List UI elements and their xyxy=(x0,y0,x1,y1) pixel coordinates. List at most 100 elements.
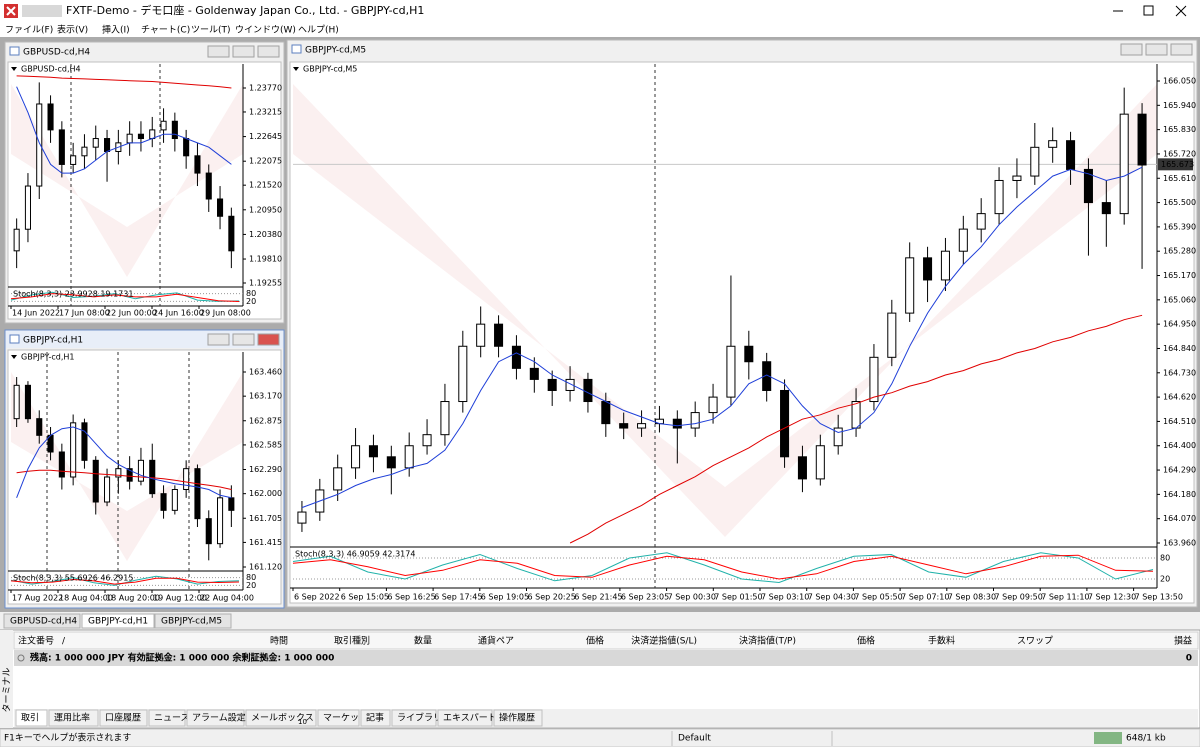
terminal-tab[interactable] xyxy=(148,709,186,727)
candle-body xyxy=(1083,168,1093,204)
window-button[interactable] xyxy=(257,333,280,346)
terminal-tab[interactable] xyxy=(391,709,437,727)
menu-item[interactable]: チャート(C) xyxy=(141,25,190,36)
y-tick-label: 165.500 xyxy=(1163,198,1196,207)
y-tick-label: 1.23770 xyxy=(249,84,282,93)
mailbox-count: 10 xyxy=(298,718,307,726)
window-button[interactable] xyxy=(232,333,255,346)
y-tick-label: 165.280 xyxy=(1163,247,1196,256)
column-header[interactable]: 価格 xyxy=(586,635,604,647)
column-header[interactable]: スワップ xyxy=(1017,636,1053,647)
window-button[interactable] xyxy=(207,333,230,346)
terminal-tab[interactable] xyxy=(493,709,543,727)
candle-body xyxy=(851,401,861,429)
y-tick-label: 1.23215 xyxy=(249,107,282,116)
terminal-tab[interactable] xyxy=(437,709,493,727)
terminal-side xyxy=(0,630,13,728)
moving-average xyxy=(16,426,232,499)
stoch-line xyxy=(292,554,1154,580)
bid-label: 165.673 xyxy=(1161,160,1194,169)
candle-body xyxy=(386,456,396,469)
candle-body xyxy=(511,345,521,369)
candle-body xyxy=(92,138,99,148)
column-header[interactable]: 数量 xyxy=(414,635,432,647)
column-header[interactable]: 価格 xyxy=(857,635,875,647)
terminal-tab[interactable] xyxy=(48,709,99,727)
x-tick-label: 29 Jun 08:00 xyxy=(200,309,251,318)
y-tick-label: 161.705 xyxy=(249,514,282,523)
column-header[interactable]: 手数料 xyxy=(928,635,955,647)
terminal-tab[interactable] xyxy=(15,709,48,727)
column-header[interactable]: 注文番号 xyxy=(18,635,54,647)
menu-item[interactable]: ヘルプ(H) xyxy=(298,25,339,36)
column-header[interactable]: 通貨ペア xyxy=(478,635,514,647)
menu-item[interactable]: ウインドウ(W) xyxy=(235,25,296,36)
column-header[interactable]: 損益 xyxy=(1174,635,1192,647)
window-button[interactable] xyxy=(1170,43,1193,56)
chart-title-arrow xyxy=(293,67,299,71)
y-tick-label: 164.070 xyxy=(1163,514,1196,523)
x-tick-label: 19 Aug 12:00 xyxy=(153,594,207,603)
x-tick-label: 7 Sep 01:50 xyxy=(714,593,762,602)
column-header[interactable]: 決済逆指値(S/L) xyxy=(631,635,697,647)
candle-body xyxy=(58,129,65,165)
terminal-tab[interactable] xyxy=(186,709,245,727)
terminal-tab[interactable] xyxy=(317,709,360,727)
window-button[interactable] xyxy=(1120,43,1143,56)
candle-body xyxy=(422,434,432,447)
candle-body xyxy=(690,412,700,429)
stoch-level-label: 80 xyxy=(246,573,256,582)
status-help: F1キーでヘルプが表示されます xyxy=(4,732,131,744)
y-tick-label: 165.390 xyxy=(1163,222,1196,231)
window-button[interactable] xyxy=(1145,43,1168,56)
status-profile: Default xyxy=(678,734,711,744)
candle-body xyxy=(137,459,144,482)
candle-body xyxy=(228,497,235,511)
column-header[interactable]: 時間 xyxy=(270,636,288,647)
menu-item[interactable]: 挿入(I) xyxy=(102,24,130,36)
chart-tab[interactable] xyxy=(154,613,232,629)
window-button[interactable] xyxy=(207,45,230,58)
candle-body xyxy=(529,367,539,380)
x-tick-label: 17 Jun 08:00 xyxy=(59,309,110,318)
terminal-tab-label: ライブラリ xyxy=(397,712,442,724)
menu-item[interactable]: 表示(V) xyxy=(57,25,88,36)
y-tick-label: 1.20380 xyxy=(249,230,282,239)
candle-body xyxy=(476,323,486,347)
y-tick-label: 1.22075 xyxy=(249,157,282,166)
window-button[interactable] xyxy=(232,45,255,58)
menu-item[interactable]: ファイル(F) xyxy=(5,26,53,36)
x-tick-label: 17 Aug 2022 xyxy=(12,594,63,603)
candle-body xyxy=(923,257,933,281)
candle-body xyxy=(815,445,825,480)
chart-tab[interactable] xyxy=(3,613,81,629)
chart-title: GBPJPY-cd,H1 xyxy=(21,353,74,362)
close-button[interactable] xyxy=(1175,5,1187,17)
terminal-tab[interactable] xyxy=(245,709,317,727)
terminal-tab[interactable] xyxy=(99,709,148,727)
x-tick-label: 6 Sep 16:25 xyxy=(387,593,435,602)
candle-body xyxy=(368,445,378,458)
candle-body xyxy=(333,467,343,491)
candle-body xyxy=(47,103,54,131)
terminal-tab-label: 記事 xyxy=(366,712,384,724)
maximize-button[interactable] xyxy=(1143,5,1154,16)
y-tick-label: 1.22645 xyxy=(249,132,282,141)
candle-body xyxy=(637,423,647,429)
terminal-tab-label: 口座履歴 xyxy=(105,713,141,724)
candle-body xyxy=(583,378,593,403)
terminal-tab[interactable] xyxy=(360,709,391,727)
window-button[interactable] xyxy=(257,45,280,58)
menu-item[interactable]: ツール(T) xyxy=(191,26,231,36)
candle-body xyxy=(994,179,1004,215)
stoch-level-label: 20 xyxy=(246,297,256,306)
candle-body xyxy=(194,468,201,520)
balance-row xyxy=(14,650,1198,666)
chart-tab[interactable] xyxy=(81,613,155,629)
candle-body xyxy=(36,418,43,436)
column-header[interactable]: 取引種別 xyxy=(334,636,370,647)
y-tick-label: 165.830 xyxy=(1163,125,1196,134)
candle-body xyxy=(205,172,212,200)
terminal-tabs: 取引 運用比率 口座履歴 ニュース アラーム設定 メールボックス マーケット記事 ライブラリエ… xyxy=(15,709,543,727)
column-header[interactable]: 決済指値(T/P) xyxy=(739,635,796,647)
